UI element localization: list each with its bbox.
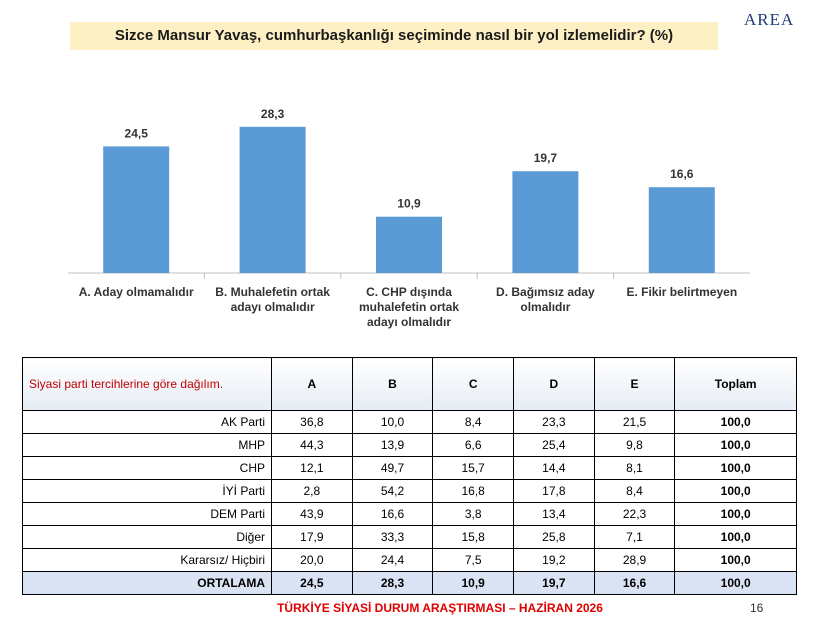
table-row: İYİ Parti 2,8 54,2 16,8 17,8 8,4 100,0 [22, 479, 797, 503]
x-tick-label: A. Aday olmamalıdır [78, 285, 194, 299]
value-label: 28,3 [261, 107, 285, 121]
table-cell: 25,8 [513, 525, 595, 549]
table-cell: 10,0 [351, 410, 434, 434]
table-cell: 22,3 [593, 502, 676, 526]
table-cell: 28,3 [351, 571, 434, 595]
table-cell: 19,2 [513, 548, 595, 572]
table-cell: 15,7 [432, 456, 515, 480]
table-cell: 8,4 [593, 479, 676, 503]
table-cell: 21,5 [593, 410, 676, 434]
table-cell: MHP [22, 433, 272, 457]
table-cell: 15,8 [432, 525, 515, 549]
footer: TÜRKİYE SİYASİ DURUM ARAŞTIRMASI – HAZİR… [277, 601, 603, 615]
table-cell: A [271, 357, 353, 411]
table-row: MHP 44,3 13,9 6,6 25,4 9,8 100,0 [22, 433, 797, 457]
table-cell: Kararsız/ Hiçbiri [22, 548, 272, 572]
table-cell: 13,9 [351, 433, 434, 457]
table-cell: 13,4 [513, 502, 595, 526]
table-cell: B [351, 357, 434, 411]
table-cell: 54,2 [351, 479, 434, 503]
table-cell: 25,4 [513, 433, 595, 457]
table-cell: D [513, 357, 595, 411]
table-cell: 100,0 [674, 456, 797, 480]
table-cell: 19,7 [513, 571, 595, 595]
table-cell: 16,6 [593, 571, 676, 595]
table-row: Kararsız/ Hiçbiri 20,0 24,4 7,5 19,2 28,9 100,… [22, 548, 797, 572]
table-row: Diğer 17,9 33,3 15,8 25,8 7,1 100,0 [22, 525, 797, 549]
table-cell: 33,3 [351, 525, 434, 549]
table-cell: 8,4 [432, 410, 515, 434]
table-cell: 24,4 [351, 548, 434, 572]
table-cell: CHP [22, 456, 272, 480]
logo: AREA [744, 10, 795, 29]
table-cell: Toplam [674, 357, 797, 411]
table-cell: 100,0 [674, 433, 797, 457]
table-row: ORTALAMA 24,5 28,3 10,9 19,7 16,6 100,0 [22, 571, 797, 595]
data-table: Siyasi parti tercihlerine göre dağılım. A… [22, 357, 797, 595]
value-label: 10,9 [397, 197, 421, 211]
table-cell: E [593, 357, 676, 411]
table-cell: 9,8 [593, 433, 676, 457]
x-tick-label: E. Fikir belirtmeyen [626, 285, 738, 299]
table-cell: DEM Parti [22, 502, 272, 526]
bar [239, 126, 306, 274]
table-cell: 100,0 [674, 548, 797, 572]
bar [103, 146, 170, 273]
table-cell: 100,0 [674, 525, 797, 549]
table-cell: Diğer [22, 525, 272, 549]
bar [376, 216, 442, 273]
table-cell: ORTALAMA [22, 571, 272, 595]
table-row: DEM Parti 43,9 16,6 3,8 13,4 22,3 100,0 [22, 502, 797, 526]
table-cell: 100,0 [674, 502, 797, 526]
table-row: Siyasi parti tercihlerine göre dağılım. A… [22, 357, 797, 411]
bar [648, 187, 715, 273]
table-cell: 43,9 [271, 502, 353, 526]
table-cell: 8,1 [593, 456, 676, 480]
table-row: AK Parti 36,8 10,0 8,4 23,3 21,5 100,0 [22, 410, 797, 434]
table-cell: 28,9 [593, 548, 676, 572]
table-cell: 17,8 [513, 479, 595, 503]
table-cell: 2,8 [271, 479, 353, 503]
table-cell: 100,0 [674, 479, 797, 503]
table-cell: 10,9 [432, 571, 515, 595]
table-row: CHP 12,1 49,7 15,7 14,4 8,1 100,0 [22, 456, 797, 480]
table-cell: 6,6 [432, 433, 515, 457]
bar [512, 171, 579, 273]
table-cell: 16,6 [351, 502, 434, 526]
table-cell: 44,3 [271, 433, 353, 457]
table-cell: 100,0 [674, 571, 797, 595]
chart-title: Sizce Mansur Yavaş, cumhurbaşkanlığı seç… [70, 22, 718, 50]
x-tick-label: C. CHP dışında muhalefetin ortak adayı o… [358, 285, 460, 329]
table-cell: 24,5 [271, 571, 353, 595]
table-cell: 49,7 [351, 456, 434, 480]
table-cell: Siyasi parti tercihlerine göre dağılım. [22, 357, 272, 411]
table-cell: 17,9 [271, 525, 353, 549]
value-label: 16,6 [670, 167, 694, 181]
table-cell: 20,0 [271, 548, 353, 572]
table-cell: C [432, 357, 515, 411]
x-tick-label: D. Bağımsız aday olmalıdır [496, 285, 595, 314]
table-cell: AK Parti [22, 410, 272, 434]
table-cell: 16,8 [432, 479, 515, 503]
x-tick-label: B. Muhalefetin ortak adayı olmalıdır [215, 285, 330, 314]
table-cell: 14,4 [513, 456, 595, 480]
value-label: 24,5 [125, 126, 149, 140]
table-cell: İYİ Parti [22, 479, 272, 503]
table-cell: 3,8 [432, 502, 515, 526]
table-cell: 7,5 [432, 548, 515, 572]
value-label: 19,7 [534, 151, 558, 165]
table-cell: 23,3 [513, 410, 595, 434]
table-cell: 7,1 [593, 525, 676, 549]
table-cell: 36,8 [271, 410, 353, 434]
page-number: 16 [750, 601, 764, 615]
table-cell: 100,0 [674, 410, 797, 434]
table-cell: 12,1 [271, 456, 353, 480]
